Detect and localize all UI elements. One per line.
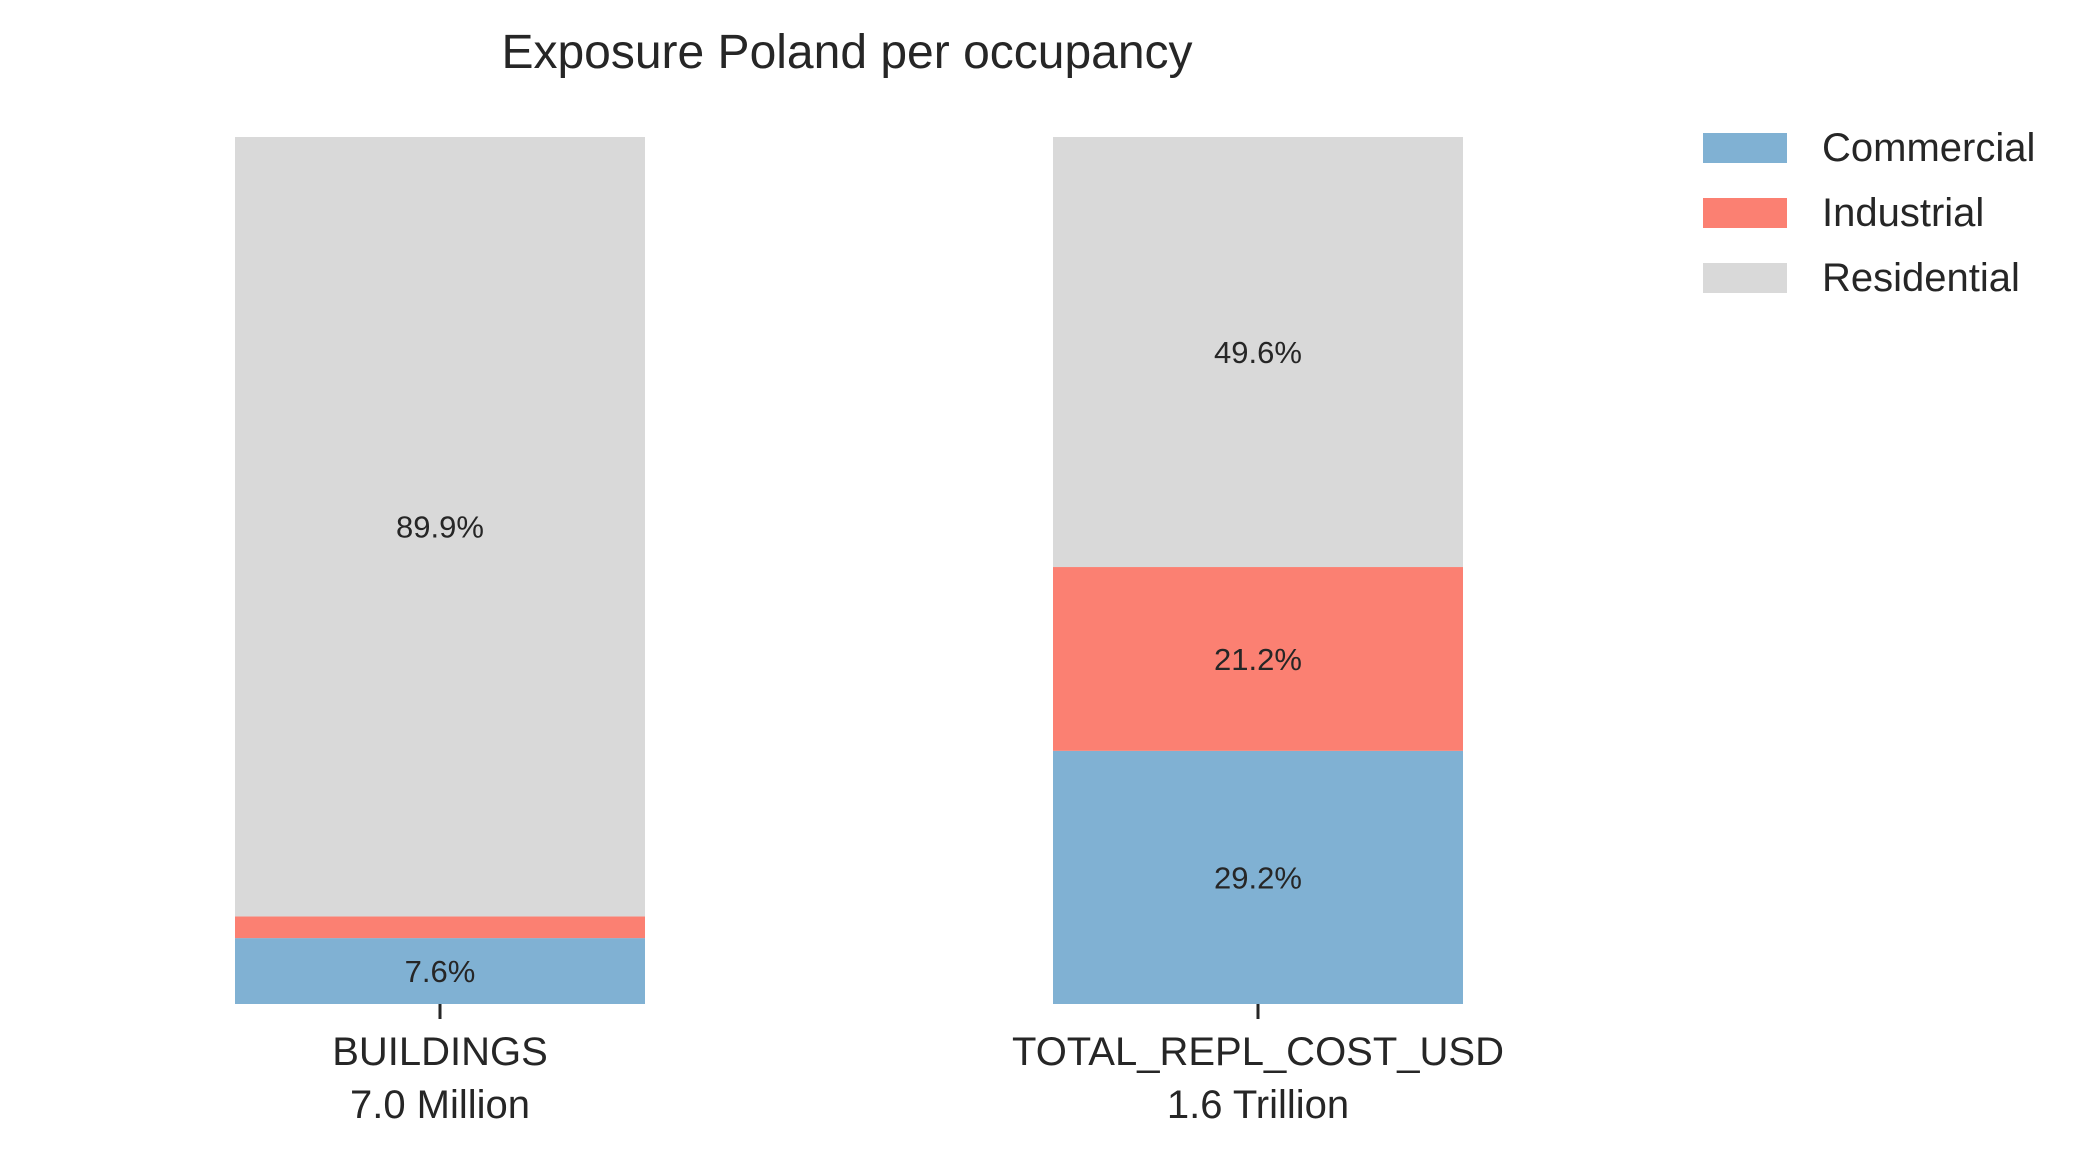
bar-segment-residential-total_repl_cost_usd xyxy=(1053,137,1463,568)
segment-label-commercial-total_repl_cost_usd: 29.2% xyxy=(1214,860,1302,895)
x-tick-label-total_repl_cost_usd: TOTAL_REPL_COST_USD xyxy=(1012,1030,1504,1074)
bar-segment-industrial-buildings xyxy=(235,916,645,939)
legend-swatch-residential xyxy=(1703,263,1787,293)
bar-segment-industrial-total_repl_cost_usd xyxy=(1053,567,1463,751)
legend-label-commercial: Commercial xyxy=(1822,126,2035,170)
legend-label-industrial: Industrial xyxy=(1822,191,1984,235)
x-tick-label-buildings: BUILDINGS xyxy=(332,1030,548,1074)
bar-segment-residential-buildings xyxy=(235,137,645,917)
segment-label-industrial-total_repl_cost_usd: 21.2% xyxy=(1214,642,1302,677)
segment-label-residential-total_repl_cost_usd: 49.6% xyxy=(1214,335,1302,370)
bar-segment-commercial-buildings xyxy=(235,938,645,1004)
x-axis: BUILDINGS 7.0 Million TOTAL_REPL_COST_USD 1… xyxy=(332,1004,1504,1127)
legend-swatch-commercial xyxy=(1703,133,1787,163)
legend-swatch-industrial xyxy=(1703,198,1787,228)
segment-labels-group: 7.6% 89.9% 29.2% 21.2% 49.6% xyxy=(396,335,1302,989)
segment-label-commercial-buildings: 7.6% xyxy=(405,954,476,989)
x-tick-total-total_repl_cost_usd: 1.6 Trillion xyxy=(1167,1083,1349,1127)
bars-group xyxy=(235,137,1463,1004)
bar-segment-commercial-total_repl_cost_usd xyxy=(1053,750,1463,1004)
legend-label-residential: Residential xyxy=(1822,256,2020,300)
x-tick-total-buildings: 7.0 Million xyxy=(350,1083,530,1127)
chart-title: Exposure Poland per occupancy xyxy=(501,26,1192,79)
legend: Commercial Industrial Residential xyxy=(1703,126,2035,300)
segment-label-residential-buildings: 89.9% xyxy=(396,510,484,545)
